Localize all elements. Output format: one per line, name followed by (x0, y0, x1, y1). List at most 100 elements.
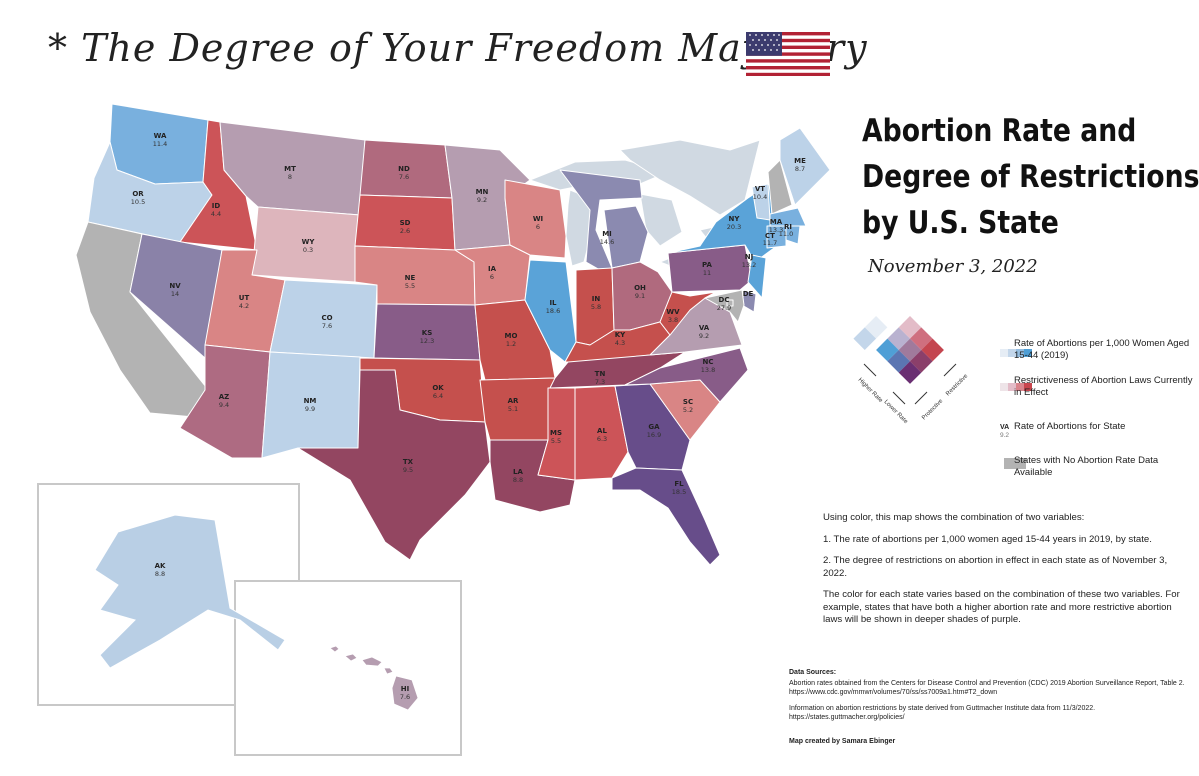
label-MN: MN9.2 (476, 188, 489, 204)
protective-arrow (914, 391, 928, 405)
svg-text:NM: NM (304, 397, 317, 405)
svg-text:NJ: NJ (745, 253, 753, 261)
higher-rate-arrow (863, 363, 877, 377)
label-HI: HI7.6 (400, 685, 410, 701)
label-MS: MS5.5 (550, 429, 562, 445)
description-paragraph: 2. The degree of restrictions on abortio… (823, 555, 1168, 579)
svg-text:20.3: 20.3 (727, 223, 741, 231)
lower-rate-arrow (892, 391, 906, 405)
state-MS (537, 387, 576, 481)
svg-text:WY: WY (302, 238, 316, 246)
map-credit: Map created by Samara Ebinger (789, 737, 896, 745)
state-HI (329, 645, 419, 711)
svg-text:10.5: 10.5 (131, 198, 145, 206)
svg-text:AR: AR (508, 397, 519, 405)
svg-text:9.4: 9.4 (219, 401, 229, 409)
states (75, 103, 831, 566)
svg-text:11.4: 11.4 (153, 140, 167, 148)
legend-sample-rate: 9.2 (1000, 432, 1009, 439)
svg-text:7.6: 7.6 (322, 322, 332, 330)
label-CO: CO7.6 (321, 314, 332, 330)
svg-text:16.9: 16.9 (647, 431, 661, 439)
description-paragraph: 1. The rate of abortions per 1,000 women… (823, 533, 1152, 545)
state-FL (611, 467, 721, 566)
state-TX (297, 369, 491, 561)
label-NE: NE5.5 (405, 274, 416, 290)
svg-text:6.3: 6.3 (597, 435, 607, 443)
label-KY: KY4.3 (615, 331, 626, 347)
svg-text:2.6: 2.6 (400, 227, 410, 235)
svg-text:MI: MI (602, 230, 612, 238)
svg-text:9.5: 9.5 (403, 466, 413, 474)
svg-text:13.3: 13.3 (769, 226, 783, 234)
svg-text:TN: TN (595, 370, 606, 378)
state-WV (659, 291, 717, 336)
lake-huron (639, 193, 683, 247)
state-MI (559, 169, 649, 271)
svg-text:NY: NY (729, 215, 741, 223)
legend-sample-abbr: VA (1000, 424, 1009, 431)
svg-text:FL: FL (674, 480, 684, 488)
svg-text:PA: PA (702, 261, 712, 269)
svg-text:4.3: 4.3 (615, 339, 625, 347)
map-description: Using color, this map shows the combinat… (823, 512, 1183, 636)
svg-text:8.7: 8.7 (795, 165, 805, 173)
axis-higher-rate: Higher Rate (857, 377, 884, 404)
map-title-line: by U.S. State (862, 205, 1059, 241)
state-NC (624, 347, 749, 403)
svg-text:GA: GA (648, 423, 660, 431)
label-IN: IN5.8 (591, 295, 601, 311)
svg-text:IN: IN (592, 295, 601, 303)
label-OK: OK6.4 (432, 384, 444, 400)
label-OH: OH9.1 (634, 284, 646, 300)
svg-text:OR: OR (132, 190, 144, 198)
svg-text:7.6: 7.6 (400, 693, 410, 701)
map-title-line: Degree of Restrictions (862, 159, 1199, 195)
svg-text:IL: IL (549, 299, 557, 307)
source-url[interactable]: https://www.cdc.gov/mmwr/volumes/70/ss/s… (789, 689, 998, 696)
great-lakes (528, 139, 761, 273)
label-DE: DE (743, 290, 754, 298)
svg-text:11.7: 11.7 (763, 239, 777, 247)
svg-text:ME: ME (794, 157, 806, 165)
label-TX: TX9.5 (403, 458, 414, 474)
source-url[interactable]: https://states.guttmacher.org/policies/ (789, 714, 905, 721)
svg-text:VA: VA (699, 324, 710, 332)
state-CT (766, 225, 787, 249)
label-TN: TN7.3 (595, 370, 606, 386)
label-AK: AK8.8 (155, 562, 166, 578)
svg-text:5.5: 5.5 (405, 282, 415, 290)
svg-text:NC: NC (703, 358, 714, 366)
description-paragraph: Using color, this map shows the combinat… (823, 512, 1085, 523)
svg-text:CO: CO (321, 314, 332, 322)
label-WV: WV3.8 (666, 308, 680, 324)
svg-text:MS: MS (550, 429, 562, 437)
svg-text:UT: UT (239, 294, 250, 302)
legend-nodata-label: States with No Abortion Rate Data Availa… (1014, 455, 1159, 478)
label-WY: WY0.3 (302, 238, 316, 254)
label-IA: IA6 (488, 265, 497, 281)
legend-rate-label: Rate of Abortions per 1,000 Women Aged 1… (1014, 338, 1190, 361)
svg-text:9.2: 9.2 (477, 196, 487, 204)
svg-text:DE: DE (743, 290, 754, 298)
svg-text:8.8: 8.8 (155, 570, 165, 578)
svg-text:NV: NV (169, 282, 181, 290)
state-AL (574, 385, 629, 481)
svg-text:14.6: 14.6 (600, 238, 614, 246)
state-AK (94, 514, 286, 669)
svg-text:3.8: 3.8 (668, 316, 678, 324)
svg-text:MA: MA (770, 218, 783, 226)
svg-text:HI: HI (401, 685, 409, 693)
svg-text:TX: TX (403, 458, 414, 466)
svg-text:SD: SD (400, 219, 411, 227)
canada-shore (618, 139, 761, 216)
state-MD (704, 289, 745, 323)
